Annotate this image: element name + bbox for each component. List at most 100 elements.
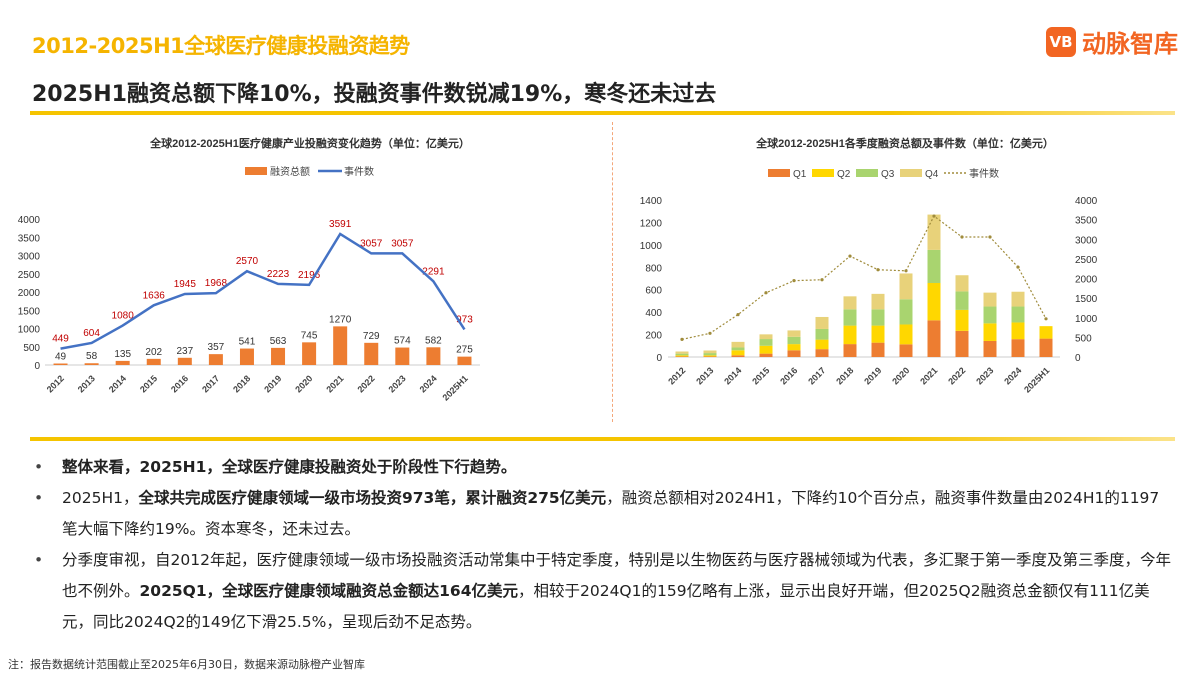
y-tick-label-left: 200 [645,331,662,342]
logo: VB 动脉智库 [1046,24,1178,59]
y-tick-label-left: 0 [656,353,662,364]
chart-separator [612,122,613,422]
y-tick-label: 0 [34,361,40,372]
chart-title: 全球2012-2025H1医疗健康产业投融资变化趋势（单位：亿美元） [149,136,470,150]
x-tick-label: 2016 [169,373,190,394]
x-tick-label: 2025H1 [441,373,470,402]
bar-segment-q4 [731,341,745,348]
x-tick-label: 2012 [666,365,687,386]
bar-segment-q3 [871,309,885,326]
y-tick-label: 2500 [18,270,41,281]
bar-segment-q4 [815,316,829,329]
bar-value-label: 582 [425,335,442,346]
bar-value-label: 275 [456,345,473,356]
bullet-text: 2025H1， [62,489,139,507]
bar [53,363,68,365]
bar-value-label: 357 [208,342,225,353]
bar-value-label: 574 [394,336,411,347]
bar [115,360,130,365]
bar-segment-q3 [983,306,997,324]
bar-segment-q2 [983,323,997,341]
bar-value-label: 729 [363,331,380,342]
bar-segment-q3 [899,299,913,325]
bar-segment-q2 [787,344,801,351]
legend-label: Q2 [837,169,851,180]
bar-value-label: 135 [114,349,131,360]
y-tick-label: 4000 [18,215,41,226]
bar-segment-q1 [675,356,689,357]
bar-segment-q1 [1011,339,1025,357]
chart-title: 全球2012-2025H1各季度融资总额及事件数（单位：亿美元） [755,136,1054,150]
x-tick-label: 2021 [324,373,345,394]
bullet-item: 2025H1，全球共完成医疗健康领域一级市场投资973笔，累计融资275亿美元，… [32,483,1172,545]
bar [177,357,192,365]
x-tick-label: 2014 [107,373,128,394]
x-tick-label: 2024 [1002,365,1023,386]
line-value-label: 2570 [236,256,259,267]
bar [395,347,410,365]
bar [271,347,286,365]
x-tick-label: 2016 [778,365,799,386]
x-tick-label: 2020 [293,373,314,394]
x-tick-label: 2022 [946,365,967,386]
bar [457,356,472,365]
bar-segment-q4 [927,214,941,250]
x-tick-label: 2012 [45,373,66,394]
bar-segment-q2 [675,355,689,357]
x-tick-label: 2023 [974,365,995,386]
bar-segment-q4 [899,273,913,300]
line-value-label: 449 [52,334,69,345]
x-tick-label: 2015 [750,365,771,386]
legend-swatch [768,169,790,177]
bar-segment-q1 [815,349,829,357]
line-value-label: 604 [83,328,100,339]
bar-segment-q1 [1039,338,1053,357]
legend-label: Q3 [881,169,895,180]
bar-segment-q3 [787,336,801,345]
legend-swatch [856,169,878,177]
x-tick-label: 2013 [76,373,97,394]
x-tick-label: 2015 [138,373,159,394]
bar-segment-q1 [871,342,885,357]
bar-segment-q1 [731,355,745,357]
line-value-label: 1968 [205,278,228,289]
y-tick-label-left: 1400 [640,196,663,207]
bar-value-label: 1270 [329,314,352,325]
legend-label: Q1 [793,169,807,180]
y-tick-label-right: 1000 [1075,314,1098,325]
x-tick-label: 2014 [722,365,743,386]
legend-label: 事件数 [969,167,999,180]
bar-segment-q2 [815,339,829,350]
bar-segment-q4 [787,330,801,337]
bar-segment-q2 [899,324,913,345]
legend-swatch [812,169,834,177]
x-tick-label: 2019 [862,365,883,386]
y-tick-label-right: 2500 [1075,255,1098,266]
bar-segment-q2 [871,325,885,343]
y-tick-label: 1000 [18,325,41,336]
x-tick-label: 2023 [387,373,408,394]
bar-segment-q4 [1011,291,1025,307]
bar-value-label: 541 [239,337,256,348]
y-tick-label-right: 3500 [1075,216,1098,227]
bar-segment-q3 [703,353,717,356]
x-tick-label: 2021 [918,365,939,386]
bar [208,354,223,365]
x-tick-label: 2017 [200,373,221,394]
y-tick-label-left: 1200 [640,218,663,229]
legend-swatch [900,169,922,177]
line-value-label: 2223 [267,269,290,280]
bullet-text: ，融资总额相对2024H1，下降约10个百分点，融资事件数量由2024H1的11… [62,489,1160,538]
bar-segment-q1 [955,330,969,357]
bar [302,342,317,365]
bar-segment-q3 [731,347,745,351]
line-value-label: 1080 [112,311,135,322]
y-tick-label: 3500 [18,233,41,244]
bar-segment-q1 [759,353,773,357]
x-tick-label: 2017 [806,365,827,386]
bar-segment-q1 [899,344,913,357]
bar-segment-q1 [703,356,717,357]
bar-segment-q4 [843,296,857,310]
bar-value-label: 745 [301,330,318,341]
x-tick-label: 2020 [890,365,911,386]
